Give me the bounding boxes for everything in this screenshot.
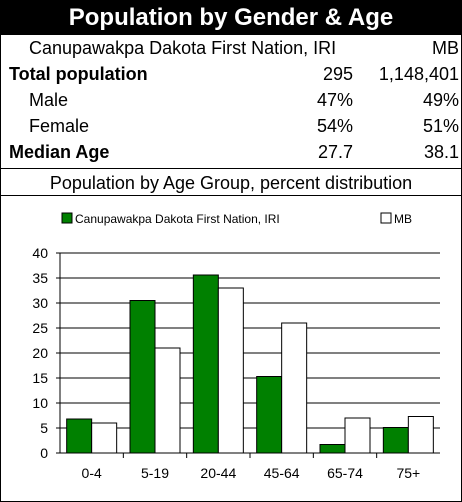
y-tick-label: 35: [32, 270, 48, 286]
x-tick-label: 20-44: [200, 465, 236, 481]
stat-value-comparison: 49%: [422, 90, 459, 110]
divider: [1, 195, 461, 196]
stat-row-female: Female 54% 51%: [1, 114, 461, 138]
x-tick-label: 5-19: [141, 465, 169, 481]
page-title: Population by Gender & Age: [1, 1, 461, 35]
stat-value-comparison: 51%: [422, 116, 459, 136]
stat-label: Median Age: [9, 142, 110, 162]
comparison-label: MB: [432, 38, 459, 58]
bar-region: [382, 427, 409, 454]
stat-value-comparison: 38.1: [423, 142, 459, 162]
legend-label: MB: [394, 212, 412, 226]
bar-comparison: [91, 422, 118, 454]
stat-row-median-age: Median Age 27.7 38.1: [1, 140, 461, 164]
y-tick-label: 5: [40, 420, 48, 436]
stat-label: Total population: [9, 64, 148, 84]
bar-region: [192, 274, 219, 454]
y-tick-label: 10: [32, 395, 48, 411]
stat-value-comparison: 1,148,401: [378, 64, 459, 84]
bar-comparison: [281, 322, 308, 454]
y-tick-label: 20: [32, 345, 48, 361]
y-tick-label: 40: [32, 245, 48, 261]
stat-value-region: 27.7: [317, 142, 353, 162]
bar-region: [319, 444, 346, 454]
chart-title: Population by Age Group, percent distrib…: [49, 173, 413, 193]
region-label: Canupawakpa Dakota First Nation, IRI: [29, 38, 337, 58]
bar-region: [66, 418, 93, 454]
bar-region: [129, 300, 156, 454]
divider: [1, 168, 461, 169]
bar-comparison: [407, 416, 434, 454]
stat-value-region: 295: [322, 64, 353, 84]
x-tick-label: 45-64: [264, 465, 300, 481]
stat-label: Male: [29, 90, 69, 110]
y-tick-label: 30: [32, 295, 48, 311]
y-tick-label: 15: [32, 370, 48, 386]
y-tick-label: 25: [32, 320, 48, 336]
legend-swatch: [380, 212, 392, 224]
stat-label: Female: [29, 116, 90, 136]
y-tick-label: 0: [40, 445, 48, 461]
bar-comparison: [217, 287, 244, 454]
x-tick-label: 0-4: [82, 465, 102, 481]
legend-swatch: [61, 212, 73, 224]
bar-comparison: [344, 417, 371, 454]
x-tick-label: 65-74: [327, 465, 363, 481]
age-distribution-chart: 0 5 10 15 20 25 30 35 40 0-4 5-19 20-44 45-64 65-74 75…: [32, 212, 440, 481]
bar-region: [256, 376, 283, 454]
x-tick-label: 75+: [396, 465, 420, 481]
stat-row-total-population: Total population 295 1,148,401: [1, 62, 461, 86]
stat-value-region: 47%: [316, 90, 353, 110]
stat-value-region: 54%: [316, 116, 353, 136]
bar-comparison: [154, 347, 181, 454]
legend-label: Canupawakpa Dakota First Nation, IRI: [75, 212, 280, 226]
stat-row-male: Male 47% 49%: [1, 88, 461, 112]
region-header-row: Canupawakpa Dakota First Nation, IRI MB: [1, 36, 461, 60]
